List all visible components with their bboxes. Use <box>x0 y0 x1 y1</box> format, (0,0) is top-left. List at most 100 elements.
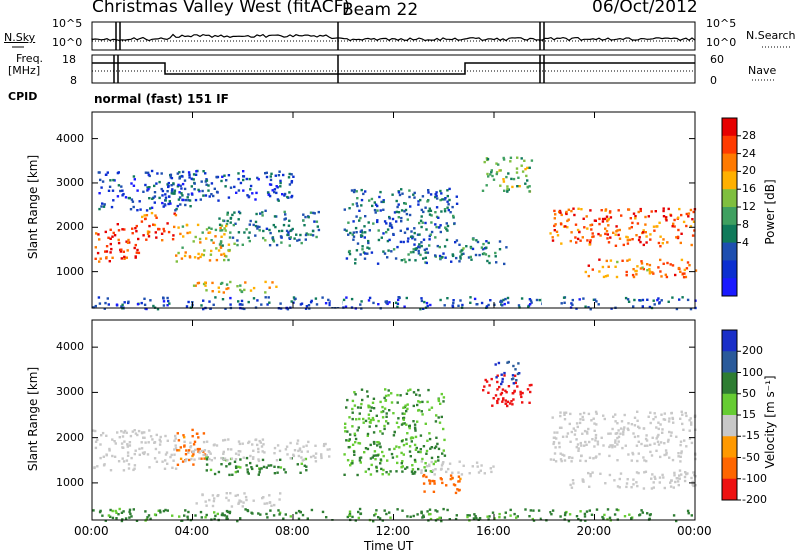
scatter-cell <box>391 456 395 459</box>
scatter-cell <box>272 240 276 243</box>
scatter-cell <box>483 160 486 164</box>
scatter-cell <box>429 479 432 483</box>
scatter-cell <box>616 436 619 440</box>
scatter-cell <box>227 287 230 290</box>
scatter-cell <box>396 401 399 404</box>
scatter-cell <box>132 205 135 209</box>
scatter-cell <box>638 426 641 430</box>
scatter-cell <box>110 205 114 209</box>
scatter-cell <box>205 179 209 182</box>
scatter-cell <box>502 156 505 160</box>
scatter-cell <box>194 514 197 517</box>
scatter-cell <box>487 303 490 307</box>
scatter-cell <box>325 516 328 519</box>
scatter-cell <box>364 470 367 473</box>
scatter-cell <box>215 444 219 447</box>
scatter-cell <box>345 296 348 299</box>
scatter-cell <box>408 258 411 262</box>
scatter-cell <box>433 482 436 485</box>
scatter-cell <box>418 233 421 236</box>
scatter-cell <box>287 224 291 227</box>
scatter-cell <box>116 195 120 198</box>
scatter-cell <box>352 235 356 238</box>
scatter-cell <box>435 194 438 197</box>
scatter-cell <box>140 447 144 450</box>
scatter-cell <box>177 198 181 201</box>
scatter-cell <box>220 253 223 256</box>
scatter-cell <box>580 454 583 457</box>
scatter-cell <box>627 428 630 432</box>
scatter-cell <box>101 514 104 517</box>
scatter-cell <box>397 216 400 219</box>
scatter-cell <box>388 511 391 514</box>
scatter-cell <box>619 472 623 475</box>
scatter-cell <box>370 463 373 467</box>
scatter-cell <box>642 427 646 430</box>
scatter-cell <box>181 175 184 178</box>
scatter-cell <box>434 445 438 448</box>
scatter-cell <box>385 420 388 423</box>
scatter-cell <box>686 472 689 475</box>
scatter-cell <box>643 459 646 462</box>
scatter-cell <box>424 206 427 209</box>
scatter-cell <box>635 444 639 447</box>
scatter-cell <box>417 252 421 255</box>
scatter-cell <box>602 517 605 520</box>
scatter-cell <box>269 175 272 178</box>
scatter-cell <box>642 243 645 247</box>
scatter-cell <box>399 240 403 244</box>
scatter-cell <box>408 426 411 430</box>
scatter-cell <box>552 458 555 461</box>
scatter-cell <box>297 454 301 458</box>
scatter-cell <box>113 455 117 458</box>
scatter-cell <box>367 467 370 471</box>
scatter-cell <box>192 450 195 453</box>
scatter-cell <box>167 299 170 303</box>
scatter-cell <box>596 440 600 443</box>
scatter-cell <box>512 382 515 385</box>
scatter-cell <box>396 245 399 249</box>
scatter-cell <box>229 296 232 300</box>
scatter-cell <box>427 209 430 213</box>
scatter-cell <box>416 233 420 236</box>
scatter-cell <box>441 452 444 455</box>
scatter-cell <box>367 413 371 416</box>
scatter-cell <box>642 456 645 459</box>
scatter-cell <box>366 395 369 398</box>
scatter-cell <box>507 301 510 304</box>
scatter-cell <box>293 237 296 240</box>
scatter-cell <box>608 516 612 519</box>
scatter-cell <box>153 195 157 198</box>
scatter-cell <box>156 172 159 175</box>
scatter-cell <box>208 231 212 234</box>
scatter-cell <box>143 297 146 300</box>
scatter-cell <box>455 202 459 205</box>
scatter-cell <box>288 172 291 176</box>
scatter-cell <box>403 405 407 409</box>
scatter-cell <box>635 471 639 474</box>
scatter-cell <box>306 517 309 520</box>
scatter-cell <box>122 510 125 513</box>
scatter-cell <box>207 450 210 453</box>
scatter-cell <box>472 517 476 520</box>
scatter-cell <box>292 296 296 299</box>
scatter-cell <box>422 257 425 260</box>
colorbar-swatch <box>722 135 737 155</box>
scatter-cell <box>159 435 162 439</box>
scatter-cell <box>191 428 194 432</box>
scatter-cell <box>122 250 125 253</box>
scatter-cell <box>213 511 216 514</box>
scatter-cell <box>657 433 660 437</box>
scatter-cell <box>121 303 124 306</box>
scatter-cell <box>369 473 373 476</box>
scatter-cell <box>429 470 433 473</box>
scatter-cell <box>434 509 437 512</box>
scatter-cell <box>381 416 385 419</box>
scatter-cell <box>448 187 451 191</box>
scatter-cell <box>560 426 563 429</box>
scatter-cell <box>264 172 267 175</box>
scatter-cell <box>225 222 229 226</box>
scatter-cell <box>667 300 670 303</box>
scatter-cell <box>200 180 203 183</box>
scatter-cell <box>387 394 390 397</box>
